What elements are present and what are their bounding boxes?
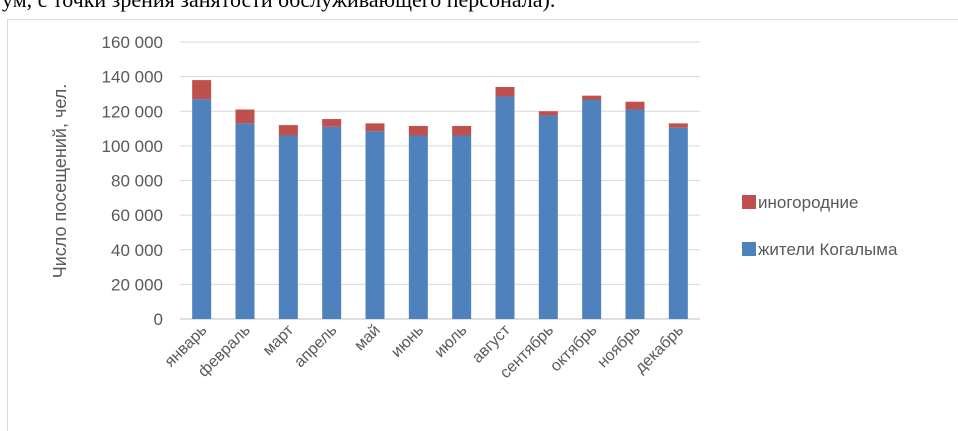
y-tick-label: 40 000 bbox=[111, 241, 163, 260]
y-tick-label: 20 000 bbox=[111, 275, 163, 294]
x-category-label: апрель bbox=[291, 322, 340, 371]
bar-segment-kogalym bbox=[495, 96, 515, 319]
document-text: ум, с точки зрения занятости обслуживающ… bbox=[0, 0, 958, 13]
bar-segment-nonresident bbox=[495, 87, 515, 97]
bar-segment-nonresident bbox=[625, 101, 645, 110]
bar-segment-kogalym bbox=[408, 135, 428, 319]
x-category-label: март bbox=[260, 321, 298, 359]
x-category-label: май bbox=[351, 322, 383, 354]
bar-segment-nonresident bbox=[278, 125, 298, 136]
y-tick-label: 140 000 bbox=[102, 68, 163, 87]
bar-segment-kogalym bbox=[582, 99, 602, 319]
bar-segment-kogalym bbox=[538, 115, 558, 319]
y-tick-label: 120 000 bbox=[102, 102, 163, 121]
y-axis-title: Число посещений, чел. bbox=[50, 84, 70, 279]
bar-segment-nonresident bbox=[538, 111, 558, 116]
x-category-label: июнь bbox=[388, 322, 427, 361]
legend-label: иногородние bbox=[758, 193, 858, 212]
x-category-label: июль bbox=[431, 322, 470, 361]
bar-segment-kogalym bbox=[625, 109, 645, 319]
bar-segment-nonresident bbox=[322, 119, 342, 127]
y-tick-label: 60 000 bbox=[111, 206, 163, 225]
bar-segment-kogalym bbox=[452, 135, 472, 319]
y-tick-label: 100 000 bbox=[102, 137, 163, 156]
chart-frame bbox=[7, 19, 958, 431]
y-tick-label: 80 000 bbox=[111, 172, 163, 191]
bar-segment-kogalym bbox=[668, 127, 688, 320]
bar-segment-nonresident bbox=[192, 80, 212, 100]
bar-segment-kogalym bbox=[192, 99, 212, 319]
bar-segment-nonresident bbox=[452, 125, 472, 136]
bar-segment-nonresident bbox=[582, 95, 602, 100]
legend-swatch bbox=[742, 195, 756, 209]
legend-label: жители Когалыма bbox=[758, 240, 898, 259]
legend-swatch bbox=[742, 242, 756, 256]
bar-segment-nonresident bbox=[235, 109, 255, 124]
bar-segment-nonresident bbox=[408, 125, 428, 136]
bar-segment-nonresident bbox=[365, 123, 385, 132]
bar-segment-nonresident bbox=[668, 123, 688, 128]
bar-segment-kogalym bbox=[278, 135, 298, 319]
x-category-label: декабрь bbox=[632, 322, 687, 377]
x-category-label: октябрь bbox=[547, 322, 600, 375]
bar-segment-kogalym bbox=[365, 131, 385, 319]
y-tick-label: 0 bbox=[154, 310, 163, 329]
y-tick-label: 160 000 bbox=[102, 33, 163, 52]
bar-segment-kogalym bbox=[235, 123, 255, 320]
bar-segment-kogalym bbox=[322, 126, 342, 319]
